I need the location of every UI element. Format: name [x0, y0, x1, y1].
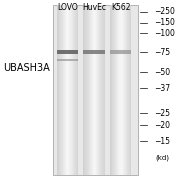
Bar: [121, 5, 122, 175]
Bar: [74, 5, 75, 175]
Text: −150: −150: [154, 18, 175, 27]
Bar: [90, 5, 91, 175]
Bar: [67, 5, 68, 175]
Bar: [110, 5, 131, 175]
Bar: [63, 5, 64, 175]
Text: UBASH3A: UBASH3A: [4, 63, 50, 73]
Bar: [57, 59, 78, 61]
Bar: [116, 5, 117, 175]
Bar: [129, 5, 130, 175]
Text: −50: −50: [154, 68, 170, 76]
Bar: [101, 5, 102, 175]
Bar: [53, 5, 138, 175]
Bar: [76, 5, 77, 175]
Text: −25: −25: [154, 109, 170, 118]
Bar: [113, 5, 114, 175]
Bar: [83, 50, 105, 54]
Bar: [57, 50, 78, 54]
Bar: [92, 5, 93, 175]
Bar: [94, 5, 95, 175]
Bar: [97, 5, 98, 175]
Text: −75: −75: [154, 48, 170, 57]
Bar: [102, 5, 103, 175]
Text: (kd): (kd): [155, 154, 169, 161]
Bar: [73, 5, 74, 175]
Bar: [127, 5, 128, 175]
Bar: [60, 5, 61, 175]
Bar: [95, 5, 96, 175]
Bar: [65, 5, 66, 175]
Text: K562: K562: [111, 3, 130, 12]
Bar: [111, 5, 112, 175]
Bar: [126, 5, 127, 175]
Bar: [112, 5, 113, 175]
Bar: [130, 5, 131, 175]
Bar: [57, 5, 58, 175]
Bar: [57, 5, 78, 175]
Bar: [64, 5, 65, 175]
Bar: [103, 5, 105, 175]
Bar: [125, 5, 126, 175]
Bar: [83, 5, 105, 175]
Bar: [87, 5, 89, 175]
Text: HuvEc: HuvEc: [82, 3, 106, 12]
Bar: [58, 5, 59, 175]
Text: −37: −37: [154, 84, 170, 93]
Text: LOVO: LOVO: [57, 3, 78, 12]
Bar: [91, 5, 92, 175]
Bar: [89, 5, 90, 175]
Bar: [84, 5, 86, 175]
Bar: [115, 5, 116, 175]
Bar: [117, 5, 118, 175]
Text: −100: −100: [154, 29, 175, 38]
Text: −20: −20: [154, 121, 170, 130]
Bar: [100, 5, 101, 175]
Bar: [123, 5, 124, 175]
Bar: [124, 5, 125, 175]
Bar: [99, 5, 100, 175]
Bar: [93, 5, 94, 175]
Bar: [66, 5, 67, 175]
Bar: [77, 5, 78, 175]
Bar: [62, 5, 63, 175]
Bar: [110, 5, 111, 175]
Bar: [86, 5, 87, 175]
Bar: [122, 5, 123, 175]
Bar: [68, 5, 69, 175]
Bar: [75, 5, 76, 175]
Bar: [98, 5, 99, 175]
Text: −15: −15: [154, 137, 170, 146]
Text: −250: −250: [154, 7, 175, 16]
Bar: [118, 5, 120, 175]
Bar: [71, 5, 72, 175]
Bar: [110, 50, 131, 54]
Bar: [128, 5, 129, 175]
Bar: [120, 5, 121, 175]
Bar: [69, 5, 71, 175]
Bar: [83, 5, 84, 175]
Bar: [114, 5, 115, 175]
Bar: [59, 5, 60, 175]
Bar: [96, 5, 97, 175]
Bar: [61, 5, 62, 175]
Bar: [72, 5, 73, 175]
